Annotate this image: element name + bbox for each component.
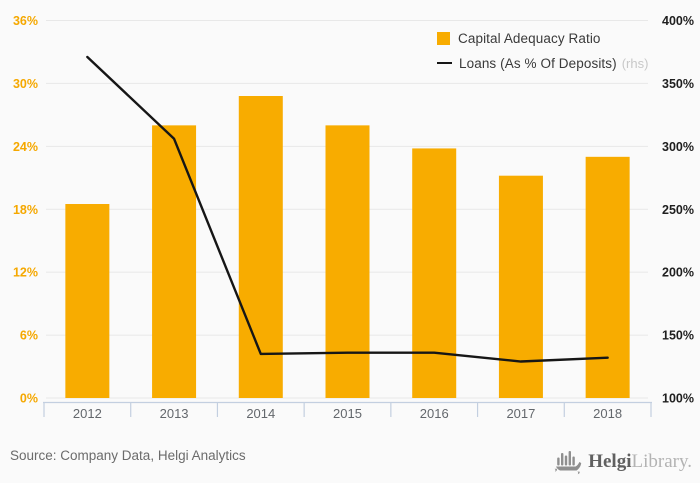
x-axis-tick-label: 2012: [73, 406, 102, 421]
legend: Capital Adequacy Ratio Loans (As % Of De…: [437, 26, 648, 75]
right-axis-tick-label: 100%: [662, 392, 694, 406]
bar-swatch-icon: [437, 31, 450, 45]
left-axis-tick-label: 30%: [13, 77, 38, 91]
right-axis-tick-label: 300%: [662, 140, 694, 154]
bar-2016: [412, 148, 457, 398]
helgi-logo: Helgi Library.: [554, 449, 692, 475]
x-axis-tick-label: 2015: [333, 406, 362, 421]
bar-2015: [325, 125, 370, 398]
bar-2013: [152, 125, 197, 398]
left-axis-tick-label: 0%: [20, 392, 38, 406]
legend-label: Capital Adequacy Ratio: [458, 30, 601, 46]
x-axis-tick-label: 2018: [593, 406, 622, 421]
left-axis-tick-label: 18%: [13, 203, 38, 217]
bar-2017: [498, 175, 543, 398]
legend-rhs-note: (rhs): [621, 55, 649, 71]
x-axis-tick-label: 2016: [420, 406, 449, 421]
left-axis-tick-label: 24%: [13, 140, 38, 154]
bar-2014: [238, 96, 283, 398]
legend-label: Loans (As % Of Deposits): [459, 55, 617, 71]
right-axis-tick-label: 200%: [662, 266, 694, 280]
left-axis-tick-label: 36%: [13, 14, 38, 28]
helgi-ship-icon: [554, 451, 582, 475]
loans-line: [86, 55, 609, 363]
bar-2012: [65, 204, 110, 398]
brand-helgi: Helgi: [588, 451, 632, 472]
bar-2018: [585, 156, 630, 398]
legend-item-capital-adequacy-ratio[interactable]: Capital Adequacy Ratio: [437, 26, 648, 50]
x-axis-tick-label: 2017: [506, 406, 535, 421]
left-axis-tick-label: 12%: [13, 266, 38, 280]
brand-library: Library.: [631, 451, 693, 472]
source-text: Source: Company Data, Helgi Analytics: [10, 448, 246, 463]
line-swatch-icon: [437, 61, 452, 65]
right-axis-tick-label: 400%: [662, 14, 694, 28]
left-axis-tick-label: 6%: [20, 329, 38, 343]
legend-item-loans[interactable]: Loans (As % Of Deposits) (rhs): [437, 51, 648, 75]
right-axis-tick-label: 350%: [662, 77, 694, 91]
x-axis-tick-label: 2013: [160, 406, 189, 421]
x-axis-tick-label: 2014: [246, 406, 275, 421]
right-axis-tick-label: 250%: [662, 203, 694, 217]
right-axis-tick-label: 150%: [662, 329, 694, 343]
